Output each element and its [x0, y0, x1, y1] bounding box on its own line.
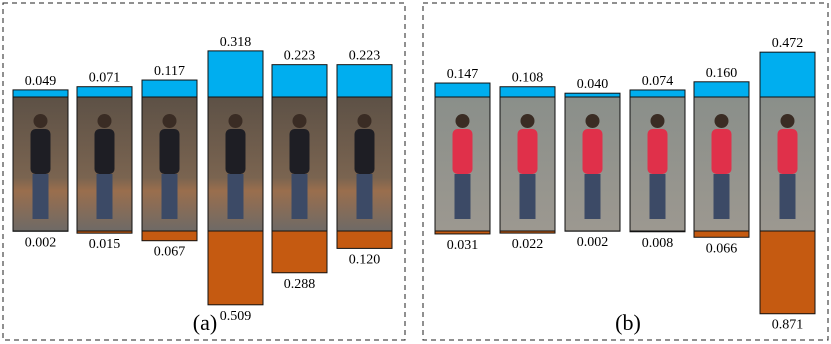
- top-bar: [207, 50, 264, 98]
- person-head: [33, 114, 48, 128]
- person-body: [30, 129, 51, 174]
- bottom-value: 0.002: [25, 235, 57, 250]
- top-value: 0.108: [512, 71, 544, 86]
- top-bar: [271, 64, 328, 98]
- bottom-bar: [759, 230, 816, 315]
- top-value: 0.074: [642, 74, 674, 89]
- person-head: [650, 114, 665, 128]
- frame-outline: [336, 96, 393, 232]
- person-head: [228, 114, 243, 128]
- top-bar: [76, 86, 133, 98]
- bottom-value: 0.120: [349, 252, 381, 267]
- frame-outline: [271, 96, 328, 232]
- person-head: [162, 114, 177, 128]
- person-legs: [356, 174, 373, 219]
- person-legs: [291, 174, 308, 219]
- person-body: [354, 129, 375, 174]
- person-legs: [649, 174, 666, 219]
- top-value: 0.117: [154, 64, 185, 79]
- bottom-bar: [336, 230, 393, 249]
- person-head: [97, 114, 112, 128]
- person-legs: [779, 174, 796, 219]
- top-bar: [499, 86, 556, 98]
- top-bar: [12, 89, 69, 98]
- frame-outline: [207, 96, 264, 232]
- top-bar: [564, 92, 621, 98]
- top-value: 0.049: [25, 74, 57, 89]
- person-body: [517, 129, 538, 174]
- person-head: [714, 114, 729, 128]
- person-legs: [519, 174, 536, 219]
- person-body: [777, 129, 798, 174]
- panel-label: (b): [615, 310, 641, 335]
- person-legs: [454, 174, 471, 219]
- person-body: [94, 129, 115, 174]
- top-value: 0.147: [447, 67, 479, 82]
- frame-outline: [759, 96, 816, 232]
- bottom-bar: [271, 230, 328, 274]
- bottom-bar: [693, 230, 750, 238]
- top-value: 0.040: [577, 77, 609, 92]
- top-value: 0.223: [349, 49, 381, 64]
- person-body: [647, 129, 668, 174]
- bottom-value: 0.008: [642, 236, 674, 251]
- bottom-value: 0.871: [772, 318, 804, 333]
- person-head: [292, 114, 307, 128]
- top-bar: [434, 82, 491, 98]
- top-value: 0.071: [89, 71, 121, 86]
- person-head: [357, 114, 372, 128]
- person-legs: [584, 174, 601, 219]
- top-bar: [141, 79, 198, 98]
- frame-outline: [629, 96, 686, 232]
- bottom-value: 0.067: [154, 245, 186, 260]
- person-legs: [161, 174, 178, 219]
- person-legs: [713, 174, 730, 219]
- person-legs: [96, 174, 113, 219]
- top-bar: [629, 89, 686, 98]
- person-body: [159, 129, 180, 174]
- bottom-value: 0.066: [706, 241, 738, 256]
- bottom-value: 0.509: [220, 309, 252, 324]
- top-value: 0.472: [772, 36, 804, 51]
- person-body: [452, 129, 473, 174]
- panel-border: [422, 2, 829, 341]
- person-body: [289, 129, 310, 174]
- person-legs: [32, 174, 49, 219]
- panel-label: (a): [193, 310, 217, 335]
- person-head: [585, 114, 600, 128]
- top-bar: [336, 64, 393, 98]
- bottom-value: 0.288: [284, 277, 316, 292]
- bottom-value: 0.022: [512, 237, 544, 252]
- top-bar: [759, 51, 816, 98]
- frame-outline: [141, 96, 198, 232]
- person-legs: [227, 174, 244, 219]
- bottom-bar: [207, 230, 264, 306]
- frame-outline: [76, 96, 133, 232]
- panel-border: [2, 2, 406, 341]
- person-body: [582, 129, 603, 174]
- person-body: [225, 129, 246, 174]
- frame-outline: [564, 96, 621, 232]
- bottom-value: 0.002: [577, 235, 609, 250]
- top-value: 0.318: [220, 35, 252, 50]
- bottom-value: 0.015: [89, 237, 121, 252]
- person-body: [711, 129, 732, 174]
- top-value: 0.223: [284, 49, 316, 64]
- frame-outline: [434, 96, 491, 232]
- person-head: [455, 114, 470, 128]
- person-head: [780, 114, 795, 128]
- frame-outline: [499, 96, 556, 232]
- frame-outline: [693, 96, 750, 232]
- bottom-value: 0.031: [447, 238, 479, 253]
- bottom-bar: [141, 230, 198, 242]
- top-value: 0.160: [706, 66, 738, 81]
- top-bar: [693, 81, 750, 98]
- frame-outline: [12, 96, 69, 232]
- person-head: [520, 114, 535, 128]
